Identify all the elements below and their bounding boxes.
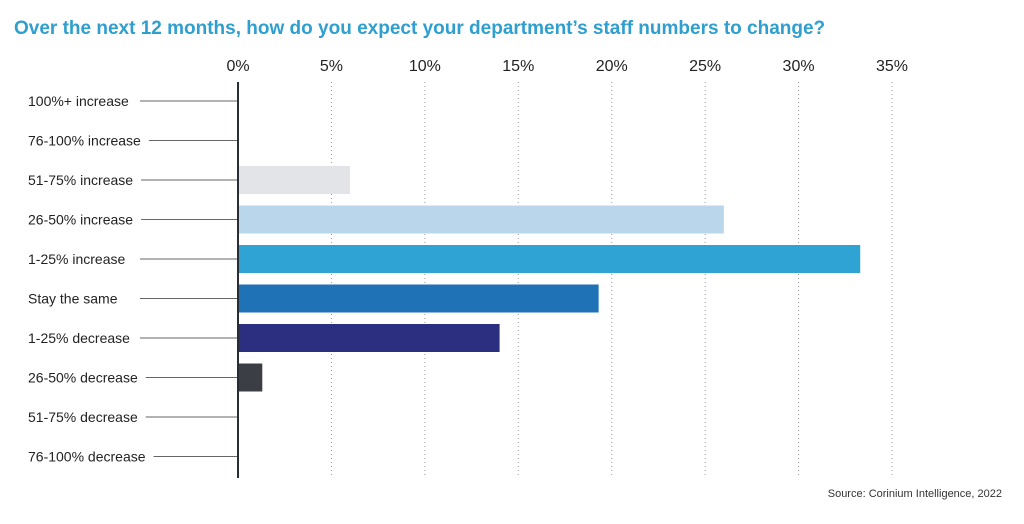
category-label: 100%+ increase bbox=[28, 93, 129, 109]
bar-stay-the-same bbox=[238, 284, 599, 313]
category-label: 26-50% decrease bbox=[28, 370, 138, 386]
category-labels: 100%+ increase 76-100% increase 51-75% inc… bbox=[28, 93, 238, 465]
chart-source: Source: Corinium Intelligence, 2022 bbox=[827, 488, 1002, 500]
x-tick-label: 30% bbox=[783, 58, 815, 75]
x-tick-label: 10% bbox=[409, 58, 441, 75]
category-label: 51-75% decrease bbox=[28, 409, 138, 425]
category-label: 26-50% increase bbox=[28, 212, 133, 228]
bar-26-50-increase bbox=[238, 205, 724, 234]
gridlines bbox=[330, 82, 893, 478]
x-tick-label: 5% bbox=[320, 58, 343, 75]
x-tick-label: 35% bbox=[876, 58, 908, 75]
bar-26-50-decrease bbox=[238, 363, 263, 392]
bar-1-25-increase bbox=[238, 245, 861, 273]
category-label: 76-100% decrease bbox=[28, 449, 146, 465]
category-label: Stay the same bbox=[28, 291, 118, 307]
category-label: 1-25% increase bbox=[28, 251, 125, 267]
x-tick-label: 25% bbox=[689, 58, 721, 75]
x-tick-label: 0% bbox=[226, 58, 249, 75]
bar-1-25-decrease bbox=[238, 324, 500, 352]
x-tick-label: 15% bbox=[502, 58, 534, 75]
x-tick-label: 20% bbox=[596, 58, 628, 75]
bar-51-75-increase bbox=[238, 166, 351, 194]
chart-title: Over the next 12 months, how do you expe… bbox=[14, 18, 826, 39]
x-axis-ticks: 0% 5% 10% 15% 20% 25% 30% 35% bbox=[226, 58, 908, 75]
category-label: 1-25% decrease bbox=[28, 330, 130, 346]
category-label: 51-75% increase bbox=[28, 172, 133, 188]
category-label: 76-100% increase bbox=[28, 133, 141, 149]
bars bbox=[238, 166, 861, 392]
